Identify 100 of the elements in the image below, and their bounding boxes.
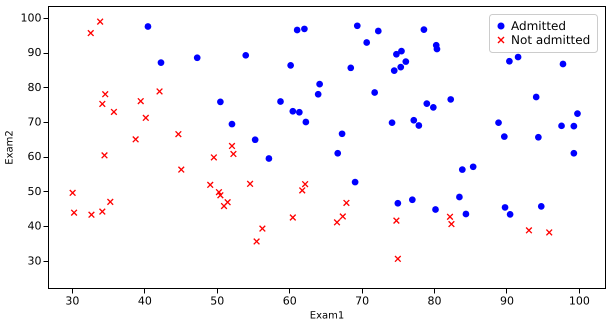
point: [289, 108, 296, 115]
point: [408, 196, 416, 204]
y-tick-label: 60: [28, 150, 42, 164]
point: [314, 90, 322, 98]
point: [506, 211, 514, 218]
point: [252, 136, 259, 144]
point: [102, 90, 109, 98]
point: [158, 59, 164, 66]
point: [142, 114, 150, 122]
point: [434, 46, 440, 52]
point: [560, 60, 566, 68]
point: [334, 219, 340, 226]
point: [298, 187, 306, 194]
point: [448, 220, 455, 228]
point: [526, 227, 532, 234]
point: [87, 30, 94, 36]
y-tick-label: 80: [28, 80, 42, 94]
x-tick-label: 40: [138, 294, 152, 308]
x-tick-label: 80: [428, 294, 442, 308]
point: [296, 108, 303, 116]
point: [354, 22, 361, 30]
point: [538, 203, 545, 210]
point: [228, 142, 236, 150]
point: [302, 180, 308, 188]
x-tick-label: 30: [65, 294, 80, 308]
point: [156, 88, 163, 95]
point: [266, 155, 272, 162]
point: [447, 96, 454, 103]
point: [506, 58, 513, 65]
y-tick-label: 50: [28, 184, 42, 198]
point: [178, 166, 185, 173]
point: [217, 98, 224, 106]
point: [194, 54, 201, 62]
point: [570, 150, 578, 157]
point: [246, 180, 254, 188]
point: [110, 108, 118, 116]
x-tick-label: 60: [282, 294, 297, 308]
point: [352, 178, 358, 186]
point: [430, 104, 437, 111]
point: [462, 210, 470, 218]
point: [432, 206, 439, 213]
point: [423, 100, 430, 107]
point: [398, 48, 405, 54]
point: [99, 100, 106, 108]
y-tick-label: 100: [20, 11, 42, 24]
point: [458, 166, 466, 173]
point: [402, 58, 410, 65]
point: [99, 208, 106, 215]
y-tick-label: 40: [28, 220, 42, 233]
point: [338, 130, 346, 138]
point: [230, 150, 237, 158]
point: [415, 122, 422, 129]
y-tick-label: 90: [28, 46, 42, 60]
point: [394, 256, 402, 262]
point: [144, 23, 152, 30]
point: [388, 119, 396, 126]
point: [96, 18, 104, 25]
point: [371, 89, 378, 96]
x-tick-label: 90: [500, 294, 514, 308]
point: [363, 39, 370, 46]
point: [390, 67, 398, 74]
point: [290, 214, 296, 221]
y-tick-label: 70: [28, 115, 42, 128]
point: [393, 217, 400, 224]
point: [334, 150, 342, 157]
point: [456, 194, 463, 200]
point: [558, 122, 565, 130]
y-axis-title: Exam2: [4, 130, 16, 165]
point: [69, 190, 76, 196]
point: [495, 119, 502, 126]
point: [316, 80, 323, 88]
point: [106, 198, 114, 206]
point: [374, 28, 382, 34]
x-tick-label: 100: [568, 294, 590, 308]
point: [394, 200, 402, 207]
legend-label: Not admitted: [511, 33, 590, 47]
point: [228, 120, 236, 128]
point: [210, 154, 218, 161]
point: [339, 213, 346, 220]
point: [532, 94, 540, 100]
point: [574, 110, 581, 118]
legend-label: Admitted: [511, 19, 566, 33]
point: [88, 211, 95, 218]
point: [101, 152, 108, 159]
point: [302, 118, 310, 126]
x-axis-title: Exam1: [310, 310, 344, 320]
point: [287, 62, 294, 69]
point: [410, 116, 418, 124]
x-tick-label: 70: [355, 294, 370, 308]
point: [242, 52, 250, 59]
point: [546, 229, 553, 236]
y-tick-label: 30: [28, 254, 42, 268]
point: [500, 133, 508, 140]
point: [343, 200, 350, 206]
point: [253, 238, 260, 245]
point: [535, 134, 542, 141]
point: [301, 26, 308, 32]
point: [294, 26, 301, 34]
point: [420, 26, 428, 33]
point: [502, 204, 508, 211]
